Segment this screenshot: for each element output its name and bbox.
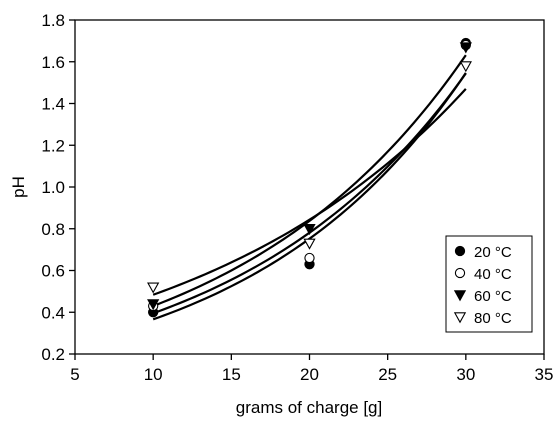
- y-tick-label: 1.8: [41, 11, 65, 30]
- fit-curves: [152, 54, 467, 321]
- y-tick-label: 1.2: [41, 136, 65, 155]
- fit-curve-series-1: [152, 72, 467, 321]
- legend-label-series-3: 60 °C: [474, 288, 512, 305]
- legend-marker-series-4: [453, 312, 467, 324]
- y-tick-label: 0.2: [41, 345, 65, 364]
- data-point-series-3: [459, 42, 472, 54]
- data-points: [147, 37, 472, 318]
- x-axis-ticks: 5 10 15 20 25 30 35: [70, 354, 553, 384]
- legend-marker-series-1: [454, 245, 466, 257]
- x-tick-label: 35: [535, 365, 554, 384]
- y-tick-label: 0.6: [41, 262, 65, 281]
- legend-label-series-2: 40 °C: [474, 266, 512, 283]
- legend-label-series-4: 80 °C: [474, 310, 512, 327]
- x-tick-label: 5: [70, 365, 79, 384]
- x-tick-label: 20: [300, 365, 319, 384]
- x-tick-label: 25: [378, 365, 397, 384]
- y-tick-label: 1.4: [41, 95, 65, 114]
- legend-label-series-1: 20 °C: [474, 244, 512, 261]
- y-axis-ticks: 0.2 0.4 0.6 0.8 1.0 1.2 1.4 1.6 1.8: [41, 11, 75, 364]
- x-tick-label: 15: [222, 365, 241, 384]
- legend-marker-series-2: [454, 267, 466, 279]
- y-tick-label: 1.6: [41, 53, 65, 72]
- y-tick-label: 1.0: [41, 178, 65, 197]
- data-point-series-4: [459, 61, 472, 73]
- data-point-series-2: [304, 252, 315, 264]
- legend-marker-series-3: [453, 290, 467, 302]
- data-point-series-3: [303, 224, 316, 236]
- data-point-series-3: [147, 299, 160, 311]
- y-axis-label: pH: [9, 176, 28, 198]
- y-tick-label: 0.8: [41, 220, 65, 239]
- y-tick-label: 0.4: [41, 303, 65, 322]
- x-tick-label: 10: [144, 365, 163, 384]
- data-point-series-4: [303, 238, 316, 250]
- legend: 20 °C 40 °C 60 °C 80 °C: [445, 235, 533, 333]
- x-axis-label: grams of charge [g]: [236, 398, 382, 417]
- data-point-series-4: [147, 282, 160, 294]
- fit-curve-series-4: [152, 88, 467, 296]
- x-tick-label: 30: [456, 365, 475, 384]
